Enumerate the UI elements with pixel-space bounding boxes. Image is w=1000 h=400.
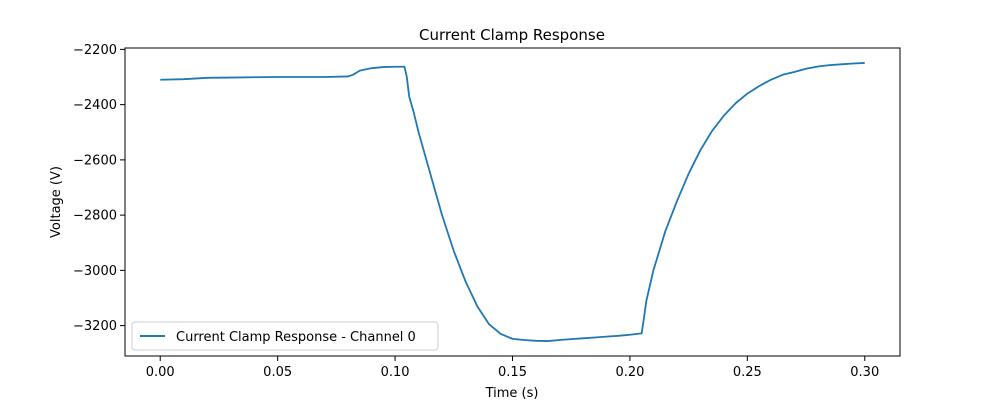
series-group bbox=[160, 62, 865, 342]
x-tick-label: 0.20 bbox=[615, 365, 644, 380]
x-axis: 0.00 0.05 0.10 0.15 0.20 0.25 0.30 bbox=[146, 356, 879, 380]
y-tick-label: −2400 bbox=[73, 98, 117, 113]
x-tick-label: 0.05 bbox=[263, 365, 292, 380]
x-tick-label: 0.25 bbox=[733, 365, 762, 380]
y-tick-label: −3000 bbox=[73, 264, 117, 279]
y-tick-label: −2200 bbox=[73, 43, 117, 58]
plot-area bbox=[124, 47, 901, 357]
legend-label: Current Clamp Response - Channel 0 bbox=[176, 330, 416, 345]
x-tick-label: 0.10 bbox=[381, 365, 410, 380]
legend-box bbox=[131, 321, 439, 351]
y-axis: −3200 −3000 −2800 −2600 −2400 −2200 bbox=[73, 43, 125, 334]
x-axis-label: Time (s) bbox=[485, 386, 539, 400]
chart-title: Current Clamp Response bbox=[419, 26, 605, 44]
axes-frame bbox=[124, 47, 901, 357]
series-line-0 bbox=[160, 62, 865, 342]
x-tick-label: 0.00 bbox=[146, 365, 175, 380]
y-axis-label: Voltage (V) bbox=[49, 166, 64, 238]
legend: Current Clamp Response - Channel 0 bbox=[131, 321, 439, 351]
y-tick-label: −3200 bbox=[73, 319, 117, 334]
x-tick-label: 0.15 bbox=[498, 365, 527, 380]
y-tick-label: −2800 bbox=[73, 209, 117, 224]
y-tick-label: −2600 bbox=[73, 153, 117, 168]
x-tick-label: 0.30 bbox=[850, 365, 879, 380]
